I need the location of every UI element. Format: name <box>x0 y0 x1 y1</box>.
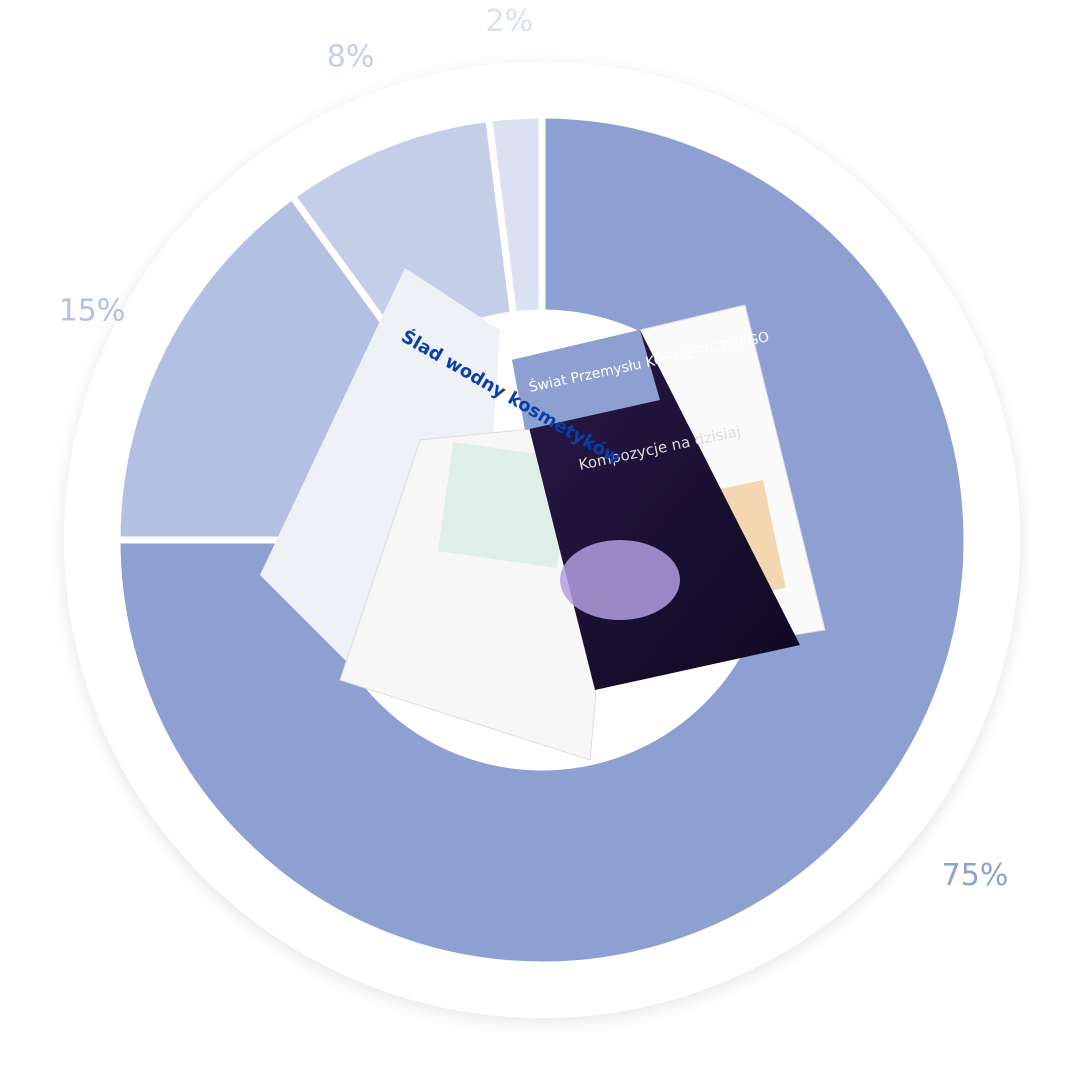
diagram-panel <box>437 442 573 568</box>
slice-label: 75% <box>942 858 1009 893</box>
slice-2 <box>484 111 546 319</box>
magazine-illustration: Świat Przemysłu KOSMETYCZNEGO Kompozycje… <box>260 268 826 761</box>
flower-image <box>560 540 680 620</box>
slice-label: 2% <box>486 4 534 39</box>
cover-header <box>512 330 660 430</box>
slice-label: 15% <box>59 294 126 329</box>
slice-label: 8% <box>327 40 375 75</box>
